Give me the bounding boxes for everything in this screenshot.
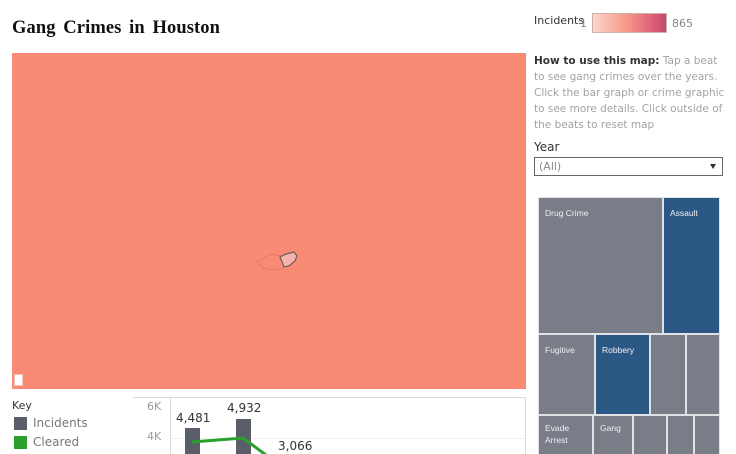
treemap-tile-unlabeled[interactable]: [694, 415, 720, 454]
y-tick-6k: 6K: [147, 400, 162, 413]
tile-label: Robbery: [602, 345, 635, 355]
y-tick-4k: 4K: [147, 430, 162, 443]
treemap-tile-unlabeled[interactable]: [650, 334, 686, 415]
incidents-bar[interactable]: [236, 419, 251, 454]
key-item-cleared: Cleared: [14, 435, 79, 449]
year-filter-label: Year: [534, 140, 560, 154]
y-axis-line: [170, 398, 171, 454]
bar-value-label: 4,932: [227, 401, 262, 415]
color-legend-gradient: [592, 13, 667, 33]
instructions-text: How to use this map: Tap a beat to see g…: [534, 53, 726, 132]
gridline-4k: [171, 438, 525, 439]
treemap-tile-unlabeled[interactable]: [633, 415, 667, 454]
treemap-tile-unlabeled[interactable]: [667, 415, 694, 454]
instructions-heading: How to use this map:: [534, 55, 660, 67]
crime-type-treemap[interactable]: Drug Crime Assault Fugitive Robbery Evad…: [538, 197, 720, 454]
tile-label: Evade Arrest: [545, 423, 570, 445]
treemap-tile-assault[interactable]: Assault: [663, 197, 720, 334]
cleared-swatch: [14, 435, 27, 449]
incidents-over-years-chart[interactable]: 6K 4K 4,481 4,932 3,066: [133, 397, 526, 454]
tile-label: Assault: [670, 208, 698, 218]
color-legend-max: 865: [672, 17, 693, 30]
key-item-label: Incidents: [33, 416, 88, 430]
tile-label: Gang: [600, 423, 621, 433]
map-reset-control[interactable]: [14, 374, 23, 386]
selected-beat: [279, 251, 298, 268]
key-item-incidents: Incidents: [14, 416, 88, 430]
key-title: Key: [12, 399, 32, 412]
treemap-tile-fugitive[interactable]: Fugitive: [538, 334, 595, 415]
treemap-tile-unlabeled[interactable]: [686, 334, 720, 415]
bar-value-label: 3,066: [278, 439, 313, 453]
page-title: Gang Crimes in Houston: [12, 18, 221, 38]
beat-shapes[interactable]: [252, 248, 312, 278]
treemap-tile-evade-arrest[interactable]: Evade Arrest: [538, 415, 593, 454]
chevron-down-icon: [710, 164, 716, 169]
treemap-tile-robbery[interactable]: Robbery: [595, 334, 650, 415]
treemap-tile-drug-crime[interactable]: Drug Crime: [538, 197, 663, 334]
incidents-swatch: [14, 416, 27, 430]
color-legend-title: Incidents: [534, 14, 585, 27]
year-filter-dropdown[interactable]: (All): [534, 157, 723, 176]
color-legend-min: 1: [580, 17, 587, 30]
year-filter-value: (All): [539, 160, 562, 173]
key-item-label: Cleared: [33, 435, 80, 449]
beat-map[interactable]: [12, 53, 526, 389]
bar-value-label: 4,481: [176, 411, 211, 425]
treemap-tile-gang[interactable]: Gang: [593, 415, 633, 454]
cleared-line[interactable]: [133, 398, 526, 454]
tile-label: Drug Crime: [545, 208, 589, 218]
instructions-body: Tap a beat to see gang crimes over the y…: [534, 55, 725, 131]
tile-label: Fugitive: [545, 345, 575, 355]
